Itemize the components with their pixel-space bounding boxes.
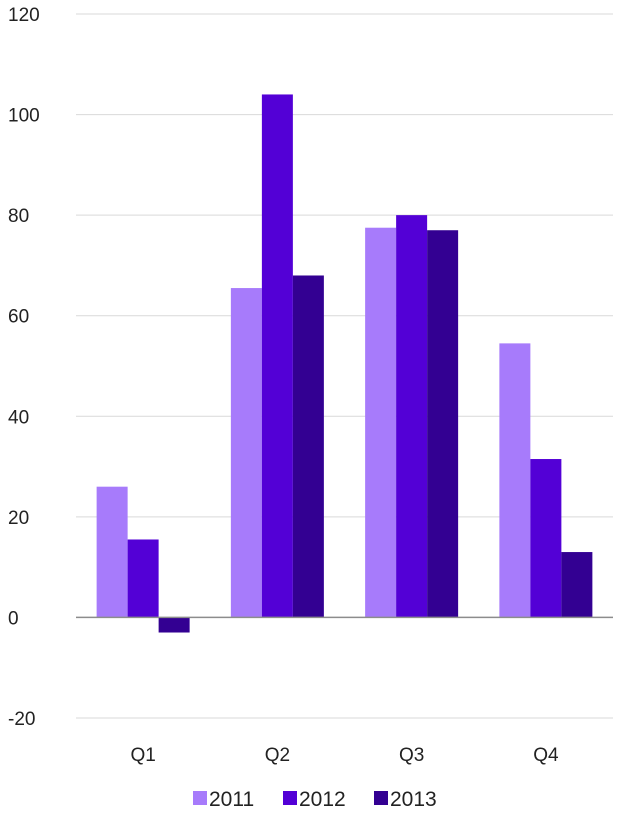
bar-2013-Q3: [427, 230, 459, 618]
bar-2011-Q2: [230, 288, 262, 618]
bar-2011-Q3: [365, 227, 397, 618]
bar-2011-Q4: [499, 343, 531, 618]
x-tick-label: Q1: [130, 745, 155, 766]
y-tick-label: -20: [8, 709, 35, 730]
legend-swatch-2013: [374, 791, 388, 805]
bar-2012-Q3: [396, 215, 428, 618]
bar-2011-Q1: [96, 486, 128, 618]
bar-2013-Q2: [292, 275, 324, 618]
x-tick-label: Q3: [399, 745, 424, 766]
y-tick-label: 20: [8, 508, 29, 529]
bar-2012-Q4: [530, 459, 562, 618]
legend-label-2011: 2011: [209, 788, 254, 811]
bar-2013-Q1: [158, 617, 190, 633]
bar-2013-Q4: [561, 552, 593, 618]
x-tick-label: Q4: [533, 745, 559, 766]
y-tick-labels: -20 0 20 40 60 80 100 120: [8, 5, 40, 730]
legend: 2011 2012 2013: [193, 788, 437, 811]
legend-swatch-2012: [283, 791, 297, 805]
bar-2012-Q2: [261, 94, 293, 618]
y-tick-label: 0: [8, 608, 19, 629]
x-tick-label: Q2: [265, 745, 290, 766]
legend-label-2012: 2012: [299, 788, 346, 811]
y-tick-label: 60: [8, 307, 29, 328]
x-tick-labels: Q1 Q2 Q3 Q4: [130, 745, 559, 766]
bar-2012-Q1: [127, 539, 159, 618]
y-tick-label: 100: [8, 106, 40, 127]
bars: [96, 94, 593, 633]
gridlines: [76, 13, 613, 719]
y-tick-label: 40: [8, 407, 29, 428]
legend-label-2013: 2013: [390, 788, 437, 811]
legend-swatch-2011: [193, 791, 207, 805]
y-tick-label: 80: [8, 206, 29, 227]
y-tick-label: 120: [8, 5, 40, 26]
